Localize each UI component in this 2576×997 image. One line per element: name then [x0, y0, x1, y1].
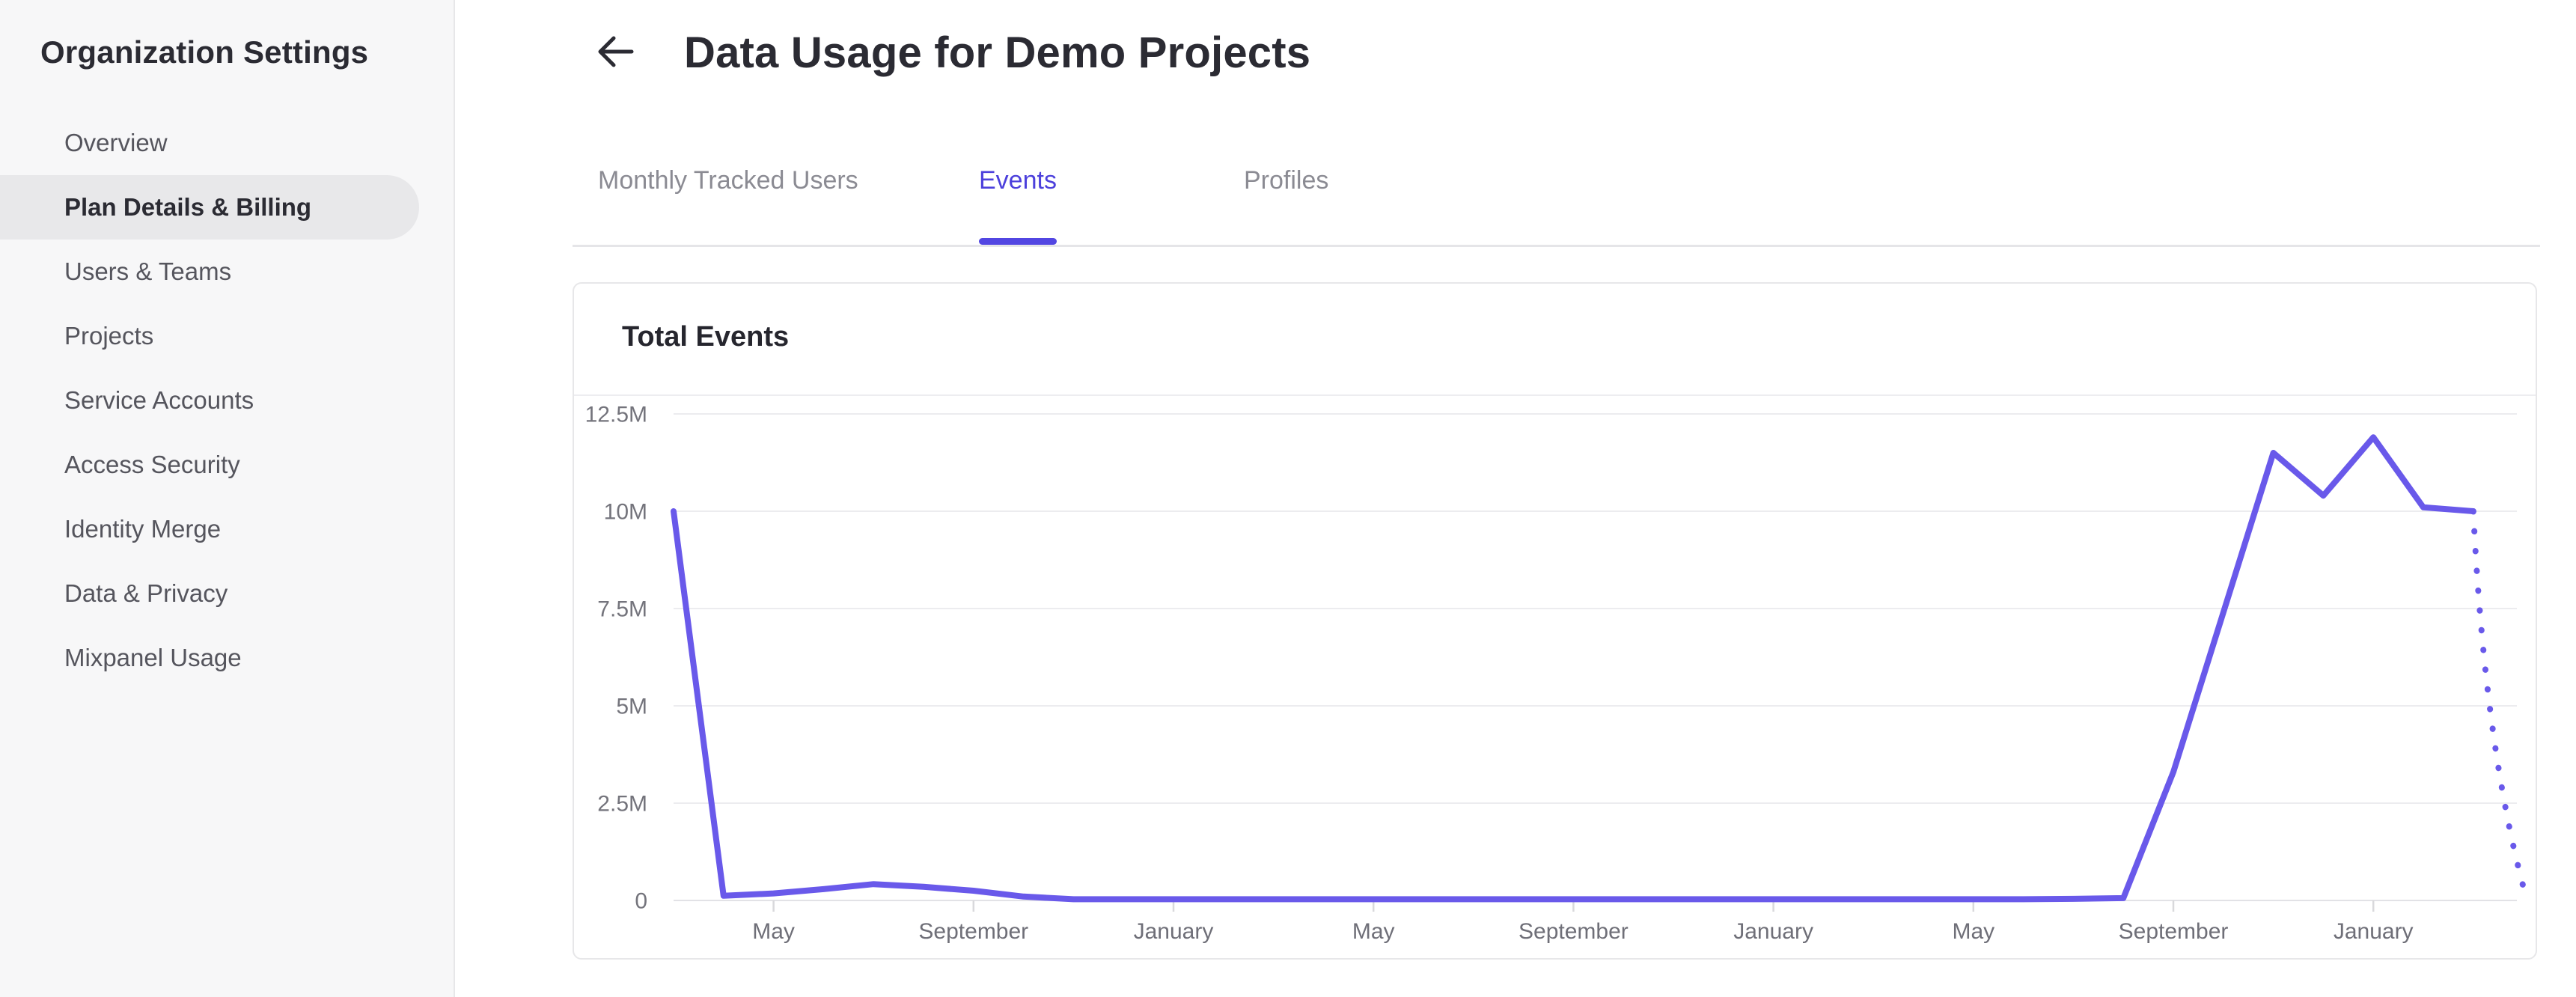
tab-monthly-tracked-users[interactable]: Monthly Tracked Users [598, 166, 858, 195]
x-axis-label-1: September [918, 919, 1028, 944]
sidebar-item-service-accounts[interactable]: Service Accounts [64, 386, 254, 414]
x-axis-label-7: September [2119, 919, 2229, 944]
x-axis-label-4: September [1519, 919, 1629, 944]
sidebar-item-projects[interactable]: Projects [64, 322, 154, 350]
sidebar-item-data-privacy[interactable]: Data & Privacy [64, 579, 228, 607]
page-title: Data Usage for Demo Projects [684, 28, 1311, 77]
total-events-line [671, 434, 2476, 903]
back-button[interactable] [593, 30, 638, 75]
x-axis-label-5: January [1733, 919, 1813, 944]
organization-settings-sidebar: Organization Settings Overview Plan Detai… [0, 0, 455, 997]
y-axis-label-2.5M: 2.5M [597, 791, 647, 816]
total-events-projected-dotted-line [2470, 508, 2527, 890]
sidebar-item-users-teams[interactable]: Users & Teams [64, 257, 232, 285]
sidebar-title: Organization Settings [40, 34, 369, 70]
x-axis-label-3: May [1352, 919, 1395, 944]
sidebar-item-overview[interactable]: Overview [64, 129, 168, 156]
left-arrow-icon [596, 34, 635, 72]
y-axis-label-12.5M: 12.5M [585, 402, 647, 427]
sidebar-item-identity-merge[interactable]: Identity Merge [64, 515, 222, 543]
chart-title: Total Events [622, 321, 790, 353]
tabs-divider [573, 245, 2540, 247]
y-axis-label-0: 0 [635, 888, 647, 913]
sidebar-item-plan-details-billing[interactable]: Plan Details & Billing [0, 175, 419, 240]
active-tab-underline [979, 238, 1057, 245]
main-content: Data Usage for Demo Projects Monthly Tra… [455, 0, 2576, 997]
sidebar-item-access-security[interactable]: Access Security [64, 451, 240, 478]
x-axis-label-2: January [1134, 919, 1214, 944]
sidebar-nav: Overview Plan Details & Billing Users & Te… [0, 111, 454, 690]
y-axis-label-7.5M: 7.5M [597, 597, 647, 621]
usage-tabs: Monthly Tracked Users Events Profiles [455, 164, 2576, 248]
tab-profiles[interactable]: Profiles [1244, 166, 1329, 195]
card-header-divider [574, 394, 2536, 396]
x-axis-label-0: May [752, 919, 795, 944]
x-axis-label-8: January [2334, 919, 2414, 944]
total-events-line-chart: 12.5M 10M 7.5M 5M 2.5M 0 May September January Ma… [585, 402, 2527, 944]
sidebar-item-mixpanel-usage[interactable]: Mixpanel Usage [64, 644, 242, 671]
total-events-card: Total Events 12.5M 10M 7.5M 5M 2.5M 0 May Septe… [573, 282, 2537, 960]
page-header: Data Usage for Demo Projects [593, 25, 1310, 79]
x-axis-label-6: May [1952, 919, 1994, 944]
y-axis-label-10M: 10M [604, 499, 647, 524]
tab-events[interactable]: Events [979, 166, 1057, 195]
y-axis-label-5M: 5M [616, 694, 647, 719]
